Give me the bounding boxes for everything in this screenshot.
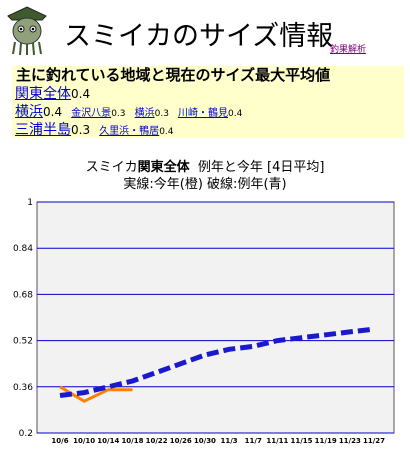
region-link[interactable]: 関東全体 [15,86,71,102]
x-tick-label: 10/14 [97,437,119,445]
x-tick-label: 11/19 [315,437,337,445]
chart-legend-text: 実線:今年(橙) 破線:例年(青) [123,177,287,192]
region-value: 0.4 [71,87,91,101]
x-tick-label: 10/10 [73,437,95,445]
y-tick-label: 0.84 [13,244,33,254]
x-tick-label: 11/3 [220,437,237,445]
spot-value: 0.4 [159,127,174,137]
y-tick-label: 0.68 [13,290,33,300]
y-tick-label: 0.2 [19,429,33,439]
spot-value: 0.4 [228,109,243,119]
x-tick-label: 10/26 [170,437,192,445]
x-tick-label: 10/30 [194,437,216,445]
x-tick-label: 11/15 [291,437,313,445]
chart-title-suffix: 例年と今年 [4日平均] [197,160,325,175]
area-row-yokohama: 横浜0.4 金沢八景0.3 横浜0.3 川崎・鶴見0.4 [15,102,242,123]
area-link-yokohama[interactable]: 横浜 [15,104,43,120]
series-line-average [59,326,375,398]
x-tick-label: 10/22 [146,437,168,445]
x-tick-label: 10/18 [121,437,143,445]
squid-mascot-icon [7,6,47,56]
summary-panel: 主に釣れている地域と現在のサイズ最大平均値 関東全体0.4 横浜0.4 金沢八景… [12,66,404,138]
chart-title: スミイカ関東全体 例年と今年 [4日平均] [0,160,410,176]
x-tick-label: 10/6 [51,437,68,445]
y-tick-label: 1 [27,198,33,208]
area-value: 0.3 [71,123,91,137]
chart-title-region: 関東全体 [137,160,190,175]
y-tick-label: 0.36 [13,383,33,393]
x-tick-label: 11/7 [245,437,262,445]
area-row-miura: 三浦半島0.3 久里浜・鴨居0.4 [15,120,174,141]
spot-link-kawasaki-tsurumi[interactable]: 川崎・鶴見 [178,108,229,119]
x-tick-label: 11/11 [266,437,288,445]
analysis-link[interactable]: 釣果解析 [330,45,367,55]
series-line-this-year [59,385,133,403]
page-title: スミイカのサイズ情報 [64,21,334,52]
chart-title-prefix: スミイカ [85,160,138,175]
region-row: 関東全体0.4 [15,84,90,103]
spot-link-yokohama[interactable]: 横浜 [134,108,155,119]
spot-value: 0.3 [154,109,169,119]
area-value: 0.4 [43,105,63,119]
x-tick-label: 11/27 [363,437,385,445]
summary-heading: 主に釣れている地域と現在のサイズ最大平均値 [16,66,331,84]
spot-link-kurihama-kamoi[interactable]: 久里浜・鴨居 [99,126,160,137]
area-link-miura[interactable]: 三浦半島 [15,122,71,138]
y-tick-label: 0.52 [13,337,33,347]
spot-value: 0.3 [111,109,126,119]
x-tick-label: 11/23 [339,437,361,445]
spot-link-kanazawa-hakkei[interactable]: 金沢八景 [71,108,112,119]
